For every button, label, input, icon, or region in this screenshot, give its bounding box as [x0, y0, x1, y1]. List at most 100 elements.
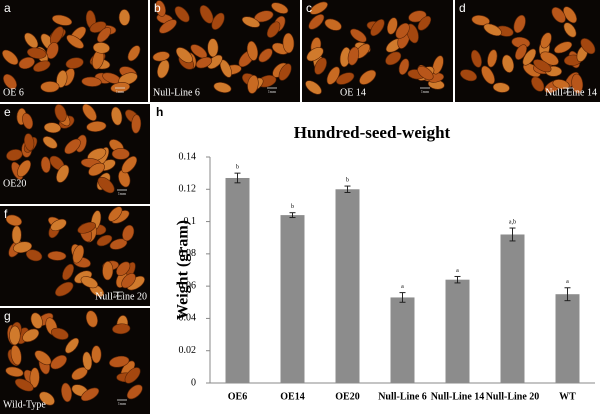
seed	[211, 12, 225, 30]
photo	[0, 308, 150, 414]
seed	[551, 7, 566, 23]
seed	[155, 0, 166, 17]
seed	[34, 350, 52, 366]
seed	[540, 32, 552, 49]
photo	[150, 0, 300, 102]
panel-label: OE 14	[340, 87, 366, 98]
seed	[522, 48, 537, 66]
seed	[5, 214, 22, 227]
y-tick-label: 0.12	[179, 184, 197, 195]
seed	[460, 69, 477, 82]
seed	[25, 249, 43, 262]
seed	[514, 44, 527, 60]
seed	[96, 234, 113, 247]
y-tick-label: 0.08	[179, 248, 197, 259]
seed	[386, 17, 398, 35]
seed	[33, 60, 51, 72]
seed	[552, 79, 570, 90]
seed	[487, 49, 498, 68]
seed	[50, 218, 67, 232]
seed	[247, 74, 259, 94]
seed	[5, 366, 24, 377]
panel-letter: a	[4, 1, 11, 15]
bar	[280, 215, 305, 383]
seed	[131, 114, 142, 134]
seed	[199, 5, 214, 24]
seed	[108, 206, 123, 222]
seed	[347, 46, 360, 66]
seed	[406, 23, 419, 44]
panel-letter: d	[459, 1, 466, 15]
y-tick-label: 0.1	[184, 216, 197, 227]
seed	[24, 133, 35, 151]
seed	[102, 261, 114, 281]
seed	[30, 312, 43, 329]
seed	[314, 57, 327, 75]
seed	[112, 323, 131, 335]
bar	[445, 279, 470, 383]
seed	[152, 51, 170, 62]
y-tick-label: 0.04	[179, 313, 197, 324]
seed	[271, 2, 289, 14]
panel-label: OE 6	[3, 87, 24, 98]
seed	[22, 112, 34, 130]
seed	[50, 354, 67, 370]
seed	[82, 104, 97, 121]
seed	[207, 38, 219, 58]
significance-letter: a	[456, 268, 459, 274]
chart-panel	[152, 104, 600, 414]
seed	[77, 221, 96, 234]
photo	[302, 0, 453, 102]
x-tick-label: OE14	[280, 391, 304, 402]
seed	[80, 276, 98, 289]
seed	[61, 382, 72, 403]
y-tick-label: 0	[191, 377, 196, 388]
significance-letter: a	[401, 284, 404, 290]
x-tick-label: OE6	[228, 391, 247, 402]
seed	[88, 162, 105, 177]
seed	[54, 104, 67, 122]
x-tick-label: Null-Line 20	[486, 391, 540, 402]
seed	[40, 156, 51, 173]
seed	[282, 32, 295, 54]
seed	[3, 73, 17, 90]
seed	[39, 391, 55, 406]
seed	[241, 16, 261, 28]
seed	[85, 310, 98, 328]
seed	[481, 65, 495, 85]
seed	[554, 41, 573, 54]
seed	[483, 23, 502, 37]
y-tick-label: 0.02	[179, 345, 197, 356]
bar	[500, 234, 525, 383]
seed	[126, 384, 143, 400]
seed	[336, 72, 355, 85]
seed	[121, 156, 138, 174]
scale-label: 1mm	[116, 89, 125, 94]
scale-label: 1mm	[114, 293, 123, 298]
seed	[501, 54, 515, 73]
seed	[563, 6, 577, 24]
seed	[110, 82, 131, 93]
panel-letter: h	[156, 105, 163, 119]
significance-letter: b	[236, 165, 239, 171]
photo	[0, 206, 150, 306]
x-tick-label: Null-Line 14	[431, 391, 485, 402]
seed	[11, 225, 22, 245]
seed	[533, 59, 552, 73]
scale-label: 1mm	[118, 401, 127, 406]
seed	[122, 224, 135, 242]
seed	[18, 56, 35, 70]
bar	[555, 294, 580, 383]
seed	[109, 238, 128, 250]
seed	[571, 73, 584, 94]
panel-label: Null-Line 6	[153, 87, 200, 98]
photo	[455, 0, 600, 102]
seed	[64, 138, 81, 155]
significance-letter: b	[291, 204, 294, 210]
seed	[306, 47, 324, 62]
seed	[52, 14, 73, 26]
seed	[326, 66, 340, 85]
significance-letter: b	[346, 177, 349, 183]
seed	[86, 121, 107, 132]
